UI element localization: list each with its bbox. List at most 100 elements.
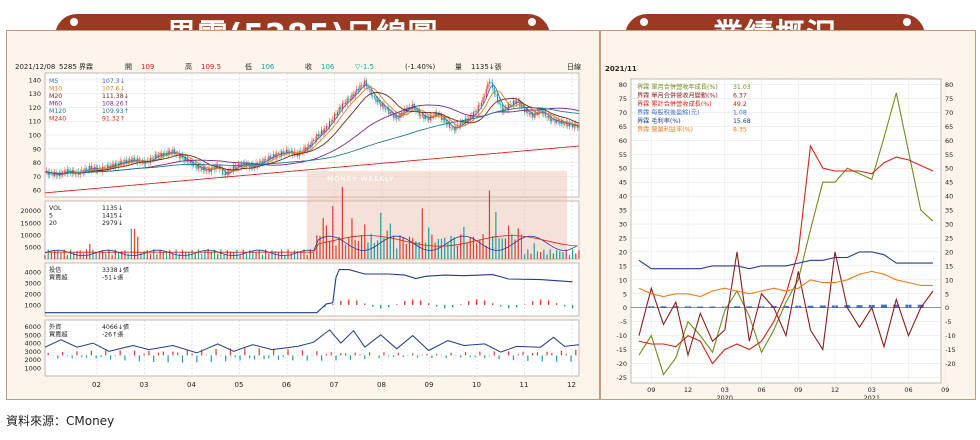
volume-bar [127, 253, 129, 259]
candle-body [314, 139, 316, 141]
header-field: 日線 [567, 62, 581, 71]
candle-body [567, 122, 569, 127]
candle-body [161, 153, 163, 157]
volume-bar [312, 253, 315, 259]
volume-bar [482, 234, 484, 259]
eps-bar [893, 304, 900, 308]
candle-body [442, 117, 444, 121]
trust-legend-value: 3338↓張 [102, 267, 129, 274]
candle-body [440, 115, 443, 121]
foreign-bar [316, 351, 318, 356]
foreign-bar [440, 354, 443, 356]
candle-body [444, 117, 446, 122]
header-field: (-1.40%) [405, 63, 435, 71]
candle-body [576, 126, 579, 128]
header-field: 高 [185, 62, 192, 71]
candle-body [287, 149, 289, 154]
candle-body [554, 118, 556, 123]
volume-bar [98, 250, 100, 259]
trust-bar [420, 300, 422, 305]
foreign-bar [124, 355, 126, 361]
eps-bar [734, 306, 740, 308]
perf-x-tick-label: 03 [721, 386, 729, 394]
candle-body [159, 153, 161, 156]
perf-x-tick-label: 12 [684, 386, 692, 394]
volume-legend-name: VOL [49, 205, 62, 212]
stock-chart-svg: 2021/12/08 5285 界霖 開 109 高 109.5 低 106 收 106 ▽-1.5… [15, 62, 581, 389]
volume-bar [540, 251, 542, 259]
candle-body [384, 108, 387, 110]
volume-bar [249, 250, 251, 259]
candle-body [543, 111, 545, 114]
candle-body [333, 113, 335, 120]
perf-y-tick-left: 10 [619, 276, 627, 284]
candle-body [559, 121, 561, 124]
ma-legend-value: 107.3↓ [102, 78, 125, 85]
trust-bar [467, 301, 470, 305]
perf-x-tick-label: 03 [868, 386, 876, 394]
volume-bar [140, 251, 142, 259]
volume-bar [335, 245, 337, 259]
eps-bar [881, 304, 887, 308]
foreign-bar [167, 355, 169, 363]
trust-legend-name: 買賣超 [49, 274, 68, 282]
perf-y-tick-left: 40 [619, 193, 627, 201]
trust-bar [444, 304, 446, 309]
candle-body [357, 88, 359, 91]
candle-body [108, 165, 110, 169]
candle-body [496, 94, 499, 102]
foreign-bar [282, 355, 284, 358]
perf-y-tick-right: 10 [945, 276, 953, 284]
candle-body [338, 107, 340, 112]
volume-bar [290, 253, 292, 259]
ma-line-m120 [44, 107, 580, 175]
volume-bar [73, 252, 75, 259]
candle-body [319, 134, 321, 137]
candle-body [183, 157, 185, 161]
perf-y-tick-right: -10 [945, 332, 956, 340]
candle-body [114, 163, 116, 168]
volume-bar [306, 255, 308, 259]
eps-bar [660, 306, 667, 308]
candle-body [81, 170, 83, 172]
candle-body [103, 166, 105, 169]
candle-body [386, 108, 388, 110]
price-y-tick-label: 90 [33, 145, 41, 153]
candle-body [354, 92, 356, 97]
perf-x-tick-label: 06 [904, 386, 912, 394]
volume-bar [207, 248, 209, 259]
perf-date: 2021/11 [605, 65, 637, 73]
perf-y-tick-right: 15 [945, 262, 953, 270]
candle-body [480, 102, 483, 106]
volume-bar [578, 250, 580, 259]
foreign-bar [488, 355, 491, 357]
candle-body [516, 100, 518, 104]
candle-body [49, 171, 51, 176]
volume-bar [300, 252, 302, 259]
x-tick-label: 04 [187, 381, 196, 389]
volume-bar [396, 248, 398, 259]
foreign-bar [450, 352, 452, 356]
volume-bar [511, 234, 513, 259]
volume-bar [79, 250, 81, 259]
foreign-bar [344, 353, 347, 356]
candle-body [548, 116, 550, 118]
volume-bar [204, 249, 206, 259]
trust-bar [491, 303, 494, 305]
foreign-bar [469, 355, 471, 358]
perf-series-line [638, 92, 934, 376]
foreign-bar [575, 349, 577, 356]
perf-y-tick-right: -5 [945, 318, 951, 326]
candle-body [564, 123, 566, 125]
ma-legend-value: 107.6↓ [102, 86, 125, 93]
volume-bar [271, 250, 273, 259]
candle-body [119, 160, 121, 166]
volume-bar [495, 211, 497, 259]
volume-bar [57, 250, 59, 259]
candle-body [508, 104, 510, 110]
volume-legend-value: 1415↓ [102, 213, 123, 220]
perf-y-tick-right: -15 [945, 346, 956, 354]
foreign-bar [66, 355, 68, 357]
foreign-bar [397, 352, 399, 356]
candle-body [100, 168, 102, 172]
